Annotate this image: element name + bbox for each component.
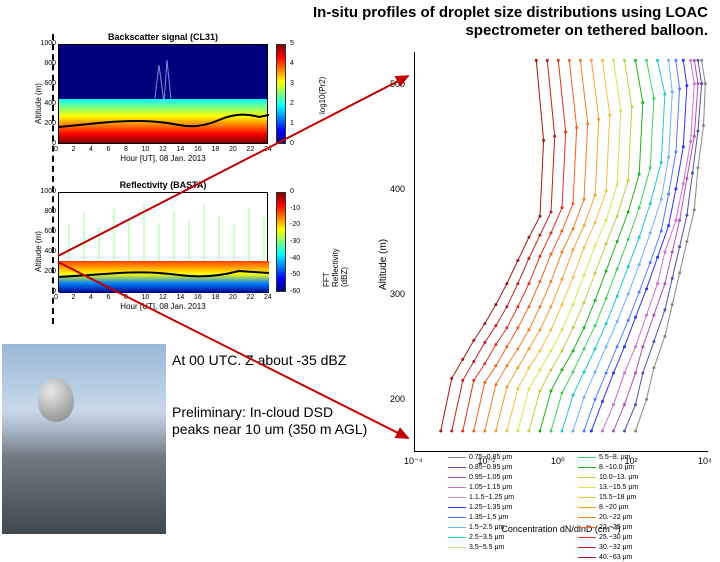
- chart-profiles: Altitude (m) 200300400500 10⁻⁴10⁻²10⁰10²…: [370, 40, 716, 534]
- chart-tl-trace: [59, 45, 269, 145]
- chart-tl-colorbar: [276, 44, 286, 144]
- chart-tl-plot: [58, 44, 268, 144]
- chart-backscatter: Backscatter signal (CL31) Altitude (m) H…: [28, 34, 328, 170]
- caption-preliminary: Preliminary: In-cloud DSD peaks near 10 …: [172, 404, 372, 438]
- balloon-icon: [38, 378, 74, 422]
- caption-utc: At 00 UTC. Z about -35 dBZ: [172, 352, 362, 369]
- chart-bl-plot: [58, 192, 268, 292]
- chart-bl-title: Reflectivity (BASTA): [58, 180, 268, 190]
- chart-r-ylabel: Altitude (m): [378, 239, 389, 290]
- chart-reflectivity: Reflectivity (BASTA) Altitude (m) Hour […: [28, 182, 328, 322]
- balloon-photo: [2, 344, 166, 534]
- chart-bl-xlabel: Hour [UT], 08 Jan. 2013: [58, 302, 268, 311]
- chart-tl-title: Backscatter signal (CL31): [58, 32, 268, 42]
- chart-tl-cblabel: log10(Pr2): [318, 77, 327, 114]
- profile-plot-area: [414, 52, 708, 452]
- chart-bl-heatmap: [59, 193, 269, 293]
- chart-tl-xlabel: Hour [UT], 08 Jan. 2013: [58, 154, 268, 163]
- profile-lines: [415, 52, 709, 452]
- chart-bl-cblabel: FFT Reflectivity (dBZ): [322, 248, 349, 287]
- legend-col-right: 5.5−8. μm8.−10.0 μm10.0−13. μm13.−15.5 μ…: [578, 452, 638, 562]
- legend-col-left: 0.75−0.85 μm0.85−0.95 μm0.95−1.05 μm1.05…: [448, 452, 514, 552]
- chart-bl-colorbar: [276, 192, 286, 292]
